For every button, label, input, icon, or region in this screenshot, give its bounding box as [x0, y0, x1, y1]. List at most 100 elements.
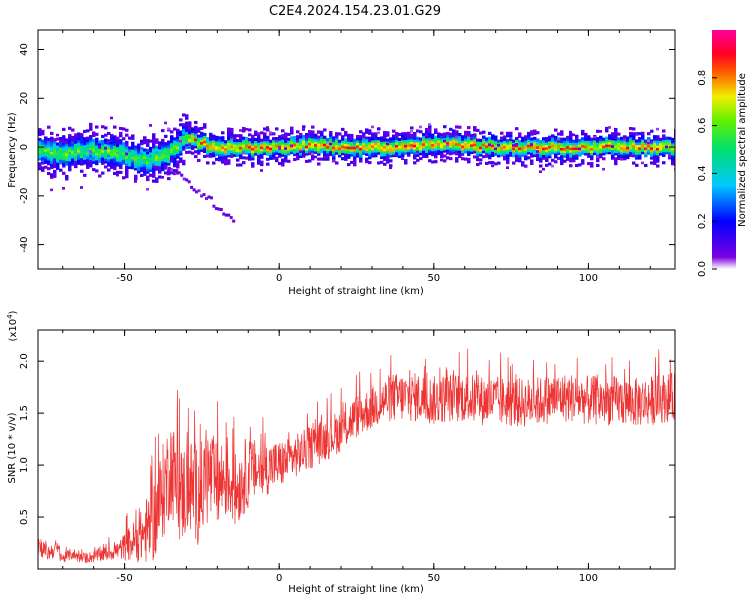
- spectrogram-cell: [641, 134, 645, 138]
- spectrogram-cell: [440, 142, 444, 147]
- spectrogram-cell: [119, 126, 123, 131]
- spectrogram-cell: [260, 148, 264, 152]
- spectrogram-cell: [170, 147, 174, 151]
- spectrogram-cell: [167, 140, 171, 144]
- spectrogram-cell: [509, 146, 513, 150]
- spectrogram-cell: [236, 143, 240, 148]
- spectrogram-cell: [365, 160, 369, 164]
- spectrogram-cell: [239, 151, 243, 155]
- spectrogram-cell: [347, 141, 351, 145]
- spectrogram-cell: [278, 140, 282, 144]
- spectrogram-cell: [287, 142, 291, 146]
- spectrogram-cell: [119, 131, 123, 135]
- spectrogram-cell: [548, 162, 552, 166]
- spectrogram-cell: [662, 161, 666, 165]
- spectrogram-cell: [221, 155, 225, 159]
- spectrogram-cell: [650, 156, 654, 160]
- spectrogram-cell: [227, 129, 231, 134]
- spectrogram-cell: [260, 163, 264, 167]
- spectrogram-cell: [197, 141, 201, 145]
- spectrogram-cell: [134, 157, 138, 161]
- spectrogram-cell: [155, 167, 159, 171]
- spectrogram-cell: [287, 152, 291, 156]
- spectrogram-cell: [245, 146, 249, 150]
- spectrogram-cell: [446, 134, 450, 138]
- spectrogram-cell: [146, 153, 150, 157]
- spectrogram-cell: [428, 151, 432, 155]
- spectrogram-cell: [233, 134, 237, 138]
- spectrogram-cell: [428, 137, 432, 141]
- spectrogram-cell: [320, 157, 324, 161]
- spectrogram-cell: [212, 144, 216, 148]
- spectrogram-cell: [458, 142, 462, 146]
- spectrogram-cell: [299, 152, 303, 156]
- spectrogram-cell: [596, 137, 600, 141]
- spectrogram-cell: [167, 160, 171, 164]
- spectrogram-cell: [491, 164, 494, 168]
- spectrogram-cell: [266, 135, 270, 139]
- spectrogram-cell: [230, 135, 234, 139]
- spectrogram-cell: [260, 150, 264, 154]
- spectrogram-cell: [146, 168, 150, 172]
- spectrogram-cell: [584, 145, 588, 149]
- spectrogram-cell: [59, 154, 63, 158]
- spectrogram-cell: [224, 142, 228, 146]
- spectrogram-cell: [296, 157, 300, 161]
- spectrogram-cell: [284, 134, 288, 139]
- spectrogram-cell: [59, 168, 63, 172]
- spectrogram-cell: [491, 148, 495, 153]
- spectrogram-cell: [83, 142, 87, 146]
- spectrogram-cell: [143, 153, 147, 157]
- spectrogram-cell: [608, 126, 611, 129]
- spectrogram-cell: [80, 133, 84, 137]
- spectrogram-cell: [347, 145, 351, 150]
- spectrogram-cell: [476, 153, 480, 157]
- spectrogram-cell: [455, 130, 459, 134]
- spectrogram-cell: [524, 137, 528, 141]
- spectrogram-cell: [107, 144, 111, 148]
- spectrogram-cell: [569, 151, 573, 156]
- spectrogram-cell: [551, 151, 555, 155]
- spectrogram-cell: [221, 148, 225, 152]
- spectrogram-cell: [221, 145, 225, 150]
- spectrogram-cell: [146, 151, 150, 155]
- spectrogram-cell: [170, 144, 174, 149]
- spectrogram-cell: [281, 163, 285, 167]
- spectrogram-cell: [467, 133, 471, 137]
- spectrogram-cell: [197, 189, 201, 193]
- spectrogram-cell: [50, 175, 54, 179]
- spectrogram-cell: [44, 146, 48, 150]
- spectrogram-cell: [302, 125, 306, 129]
- spectrogram-cell: [590, 157, 594, 161]
- spectrogram-cell: [464, 142, 468, 147]
- spectrogram-cell: [320, 135, 324, 139]
- spectrogram-cell: [539, 140, 543, 144]
- spectrogram-cell: [209, 152, 213, 156]
- spectrogram-cell: [272, 144, 276, 148]
- spectrogram-cell: [137, 145, 141, 150]
- spectrogram-cell: [290, 151, 294, 155]
- spectrogram-cell: [485, 142, 489, 146]
- spectrogram-cell: [410, 136, 414, 140]
- spectrogram-cell: [536, 145, 540, 149]
- spectrogram-cell: [182, 123, 186, 127]
- spectrogram-cell: [113, 137, 117, 141]
- spectrogram-cell: [155, 162, 159, 166]
- colorbar-tick-label: 0.4: [697, 165, 708, 181]
- spectrogram-cell: [44, 136, 48, 140]
- spectrogram-cell: [89, 122, 93, 126]
- spectrogram-cell: [254, 150, 258, 154]
- spectrogram-cell: [47, 140, 51, 144]
- spectrogram-cell: [614, 137, 618, 141]
- spectrogram-cell: [80, 147, 84, 151]
- spectrogram-cell: [542, 156, 546, 160]
- spectrogram-cell: [377, 146, 381, 150]
- spectrogram-cell: [77, 151, 81, 156]
- spectrogram-cell: [98, 159, 102, 163]
- spectrogram-cell: [446, 131, 450, 136]
- spectrogram-cell: [584, 149, 588, 154]
- spectrogram-cell: [407, 143, 411, 148]
- spectrogram-cell: [323, 157, 327, 161]
- spectrogram-cell: [380, 146, 384, 150]
